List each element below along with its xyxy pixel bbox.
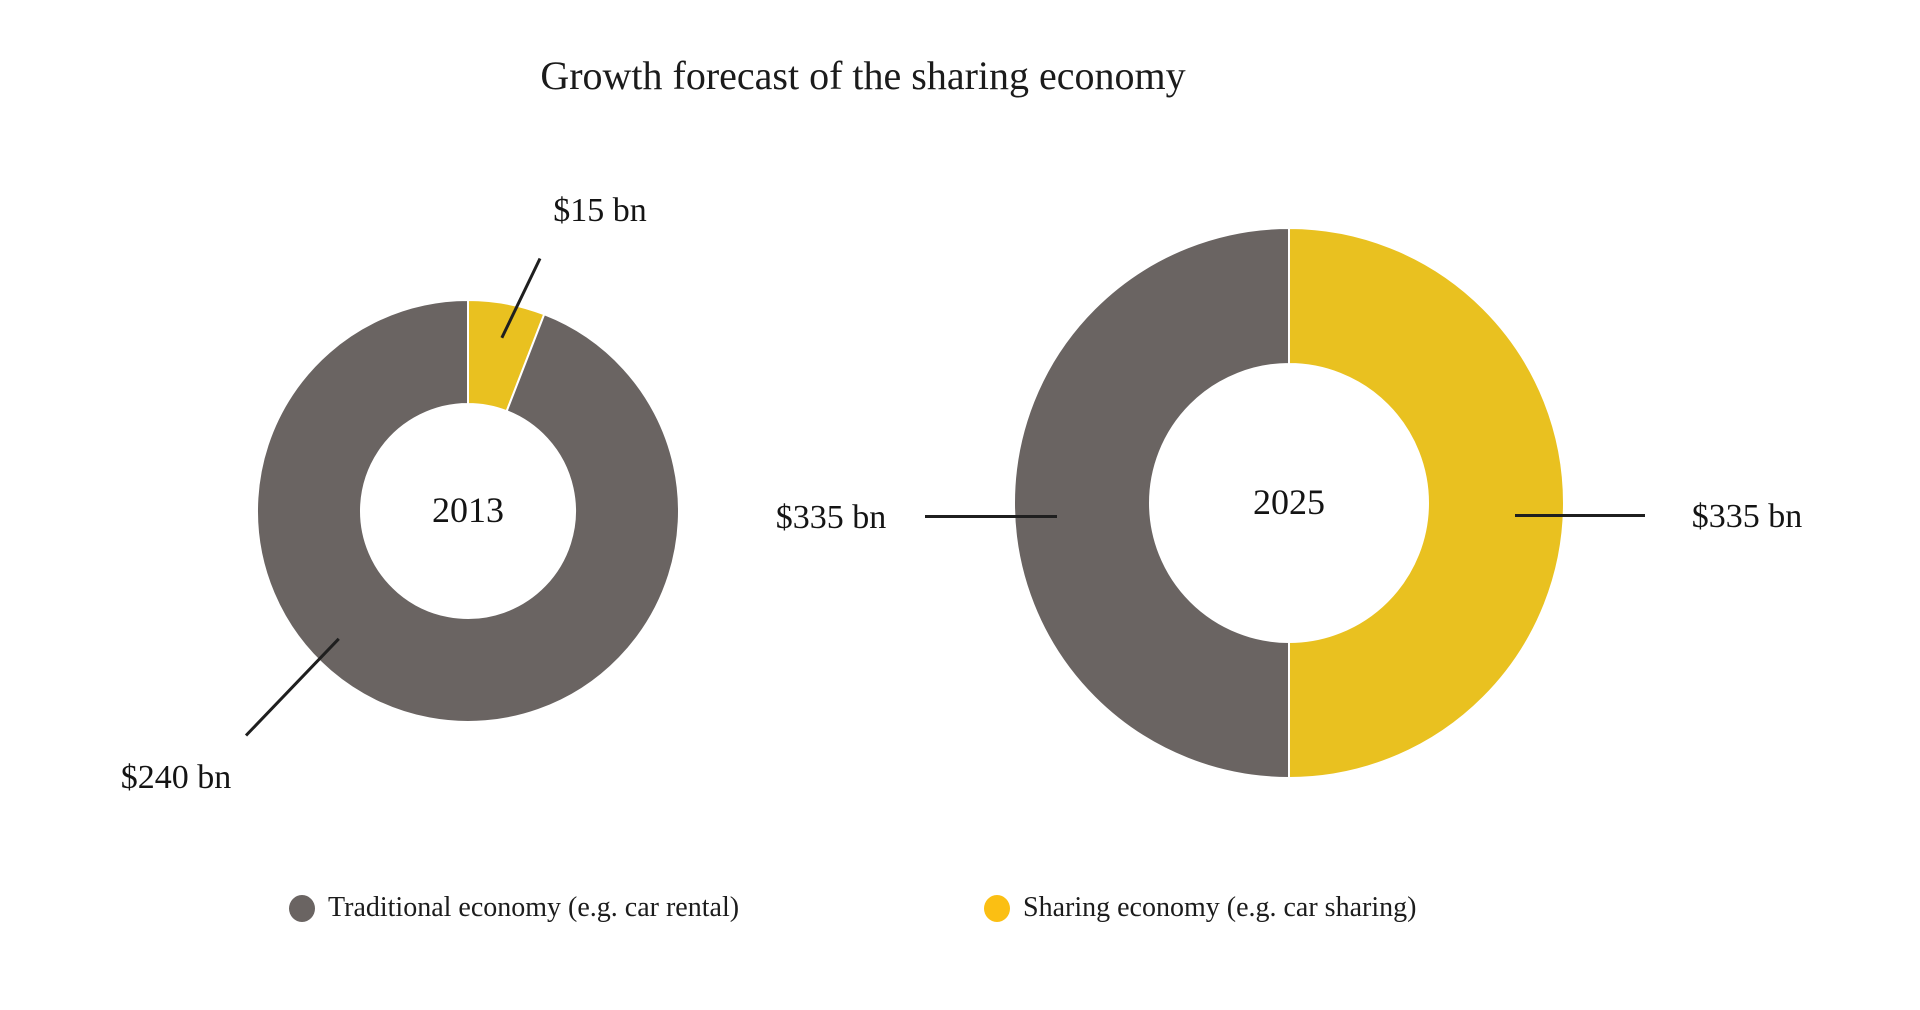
donut-slice-2025: [1013, 227, 1290, 779]
legend-label-sharing: Sharing economy (e.g. car sharing): [1023, 892, 1417, 923]
donut-center-label-2025: 2025: [1253, 482, 1325, 522]
donut-chart-2013: [256, 299, 680, 723]
slice-value-label-traditional-2025: $335 bn: [775, 499, 887, 536]
legend-item-sharing: Sharing economy (e.g. car sharing): [984, 892, 1417, 923]
chart-title: Growth forecast of the sharing economy: [540, 53, 1186, 98]
legend-dot-traditional-icon: [289, 894, 315, 922]
legend-dot-sharing-icon: [984, 894, 1010, 922]
legend-label-traditional: Traditional economy (e.g. car rental): [328, 892, 740, 923]
leader-line-traditional-2025: [925, 515, 1057, 518]
legend-item-traditional: Traditional economy (e.g. car rental): [289, 892, 740, 923]
slice-value-label-sharing-2013: $15 bn: [553, 192, 647, 229]
leader-line-sharing-2025: [1515, 514, 1645, 517]
donut-center-label-2013: 2013: [432, 490, 504, 530]
donut-chart-2025: [1013, 227, 1565, 779]
slice-value-label-sharing-2025: $335 bn: [1691, 498, 1803, 535]
donut-slice-2025: [1288, 227, 1565, 779]
donut-slice-2013: [256, 299, 680, 723]
slice-value-label-traditional-2013: $240 bn: [120, 759, 232, 796]
